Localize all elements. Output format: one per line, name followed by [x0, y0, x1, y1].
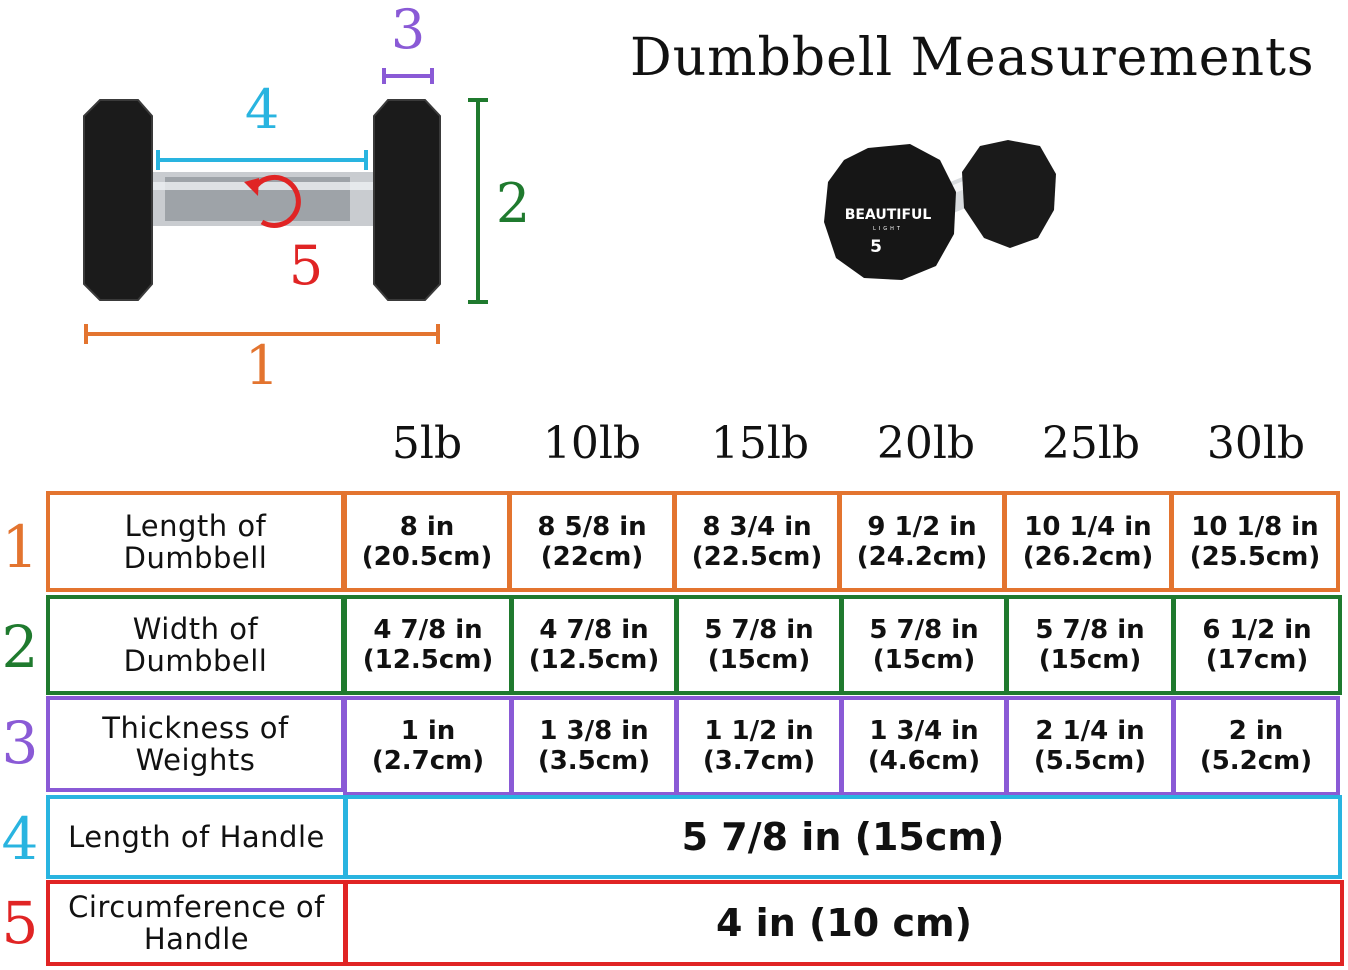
- table-cell: 2 1/4 in (5.5cm): [1005, 696, 1175, 796]
- table-cell: 10 1/8 in (25.5cm): [1170, 491, 1340, 592]
- cell-line: (2.7cm): [371, 746, 485, 776]
- row-number-3: 3: [1, 709, 39, 777]
- weight-header-30lb: 30lb: [1206, 418, 1306, 469]
- row-number-4: 4: [1, 805, 39, 873]
- cell-line: (15cm): [872, 645, 976, 675]
- cell-line: 4 7/8 in: [373, 615, 483, 645]
- dumbbell-diagram: 1 2 3 4 5: [83, 0, 530, 397]
- table-cell: 5 7/8 in (15cm): [675, 595, 843, 695]
- diagram-right-weight: [374, 100, 440, 300]
- diagram-handle-shine: [138, 182, 388, 190]
- table-cell: 1 3/4 in (4.6cm): [840, 696, 1008, 796]
- cell-line: (3.5cm): [537, 746, 651, 776]
- cell-line: (15cm): [707, 645, 811, 675]
- product-brand-text: BEAUTIFUL: [845, 207, 932, 223]
- row-label-line: Handle: [143, 922, 250, 956]
- cell-line: 9 1/2 in: [867, 511, 977, 542]
- table-cell: 5 7/8 in (15cm): [840, 595, 1008, 695]
- product-dumbbell-image: BEAUTIFUL LIGHT 5: [824, 140, 1056, 280]
- product-back-weight: [962, 140, 1056, 248]
- marker-3: 3: [391, 0, 425, 61]
- marker-5: 5: [289, 234, 323, 297]
- cell-line: (26.2cm): [1022, 541, 1154, 572]
- table-cell: 5 7/8 in (15cm): [1005, 595, 1175, 695]
- table-cell: 8 5/8 in (22cm): [508, 491, 676, 592]
- table-cell: 2 in (5.2cm): [1172, 696, 1340, 796]
- cell-line: 8 5/8 in: [537, 511, 647, 542]
- cell-line: (4.6cm): [867, 746, 981, 776]
- cell-line: (24.2cm): [856, 541, 988, 572]
- cell-line: 4 7/8 in: [539, 615, 649, 645]
- product-weight-mark: 5: [870, 237, 882, 257]
- row-label-line: Dumbbell: [123, 540, 268, 575]
- cell-line: 5 7/8 in: [1035, 615, 1145, 645]
- cell-line: (15cm): [1038, 645, 1142, 675]
- table-cell: 1 1/2 in (3.7cm): [675, 696, 843, 796]
- weight-header-20lb: 20lb: [876, 418, 976, 469]
- cell-line: (22cm): [540, 541, 644, 572]
- row-number-5: 5: [1, 889, 39, 957]
- cell-line: 1 1/2 in: [704, 716, 814, 746]
- diagram-left-weight: [84, 100, 152, 300]
- cell-line: 6 1/2 in: [1202, 615, 1312, 645]
- cell-line: 2 in: [1228, 716, 1284, 746]
- cell-line: 5 7/8 in: [869, 615, 979, 645]
- row-number-2: 2: [1, 613, 39, 681]
- row-label-line: Length of: [124, 508, 267, 543]
- weight-header-15lb: 15lb: [710, 418, 810, 469]
- table-cell: 9 1/2 in (24.2cm): [838, 491, 1006, 592]
- handle-length-value: 5 7/8 in (15cm): [344, 795, 1342, 879]
- row-label-length-of-handle: Length of Handle: [46, 795, 347, 879]
- cell-line: (12.5cm): [528, 645, 660, 675]
- marker-1: 1: [245, 334, 279, 397]
- cell-line: 1 in: [400, 716, 456, 746]
- row-label-width-of-dumbbell: Width of Dumbbell: [46, 595, 345, 695]
- cell-line: (22.5cm): [691, 541, 823, 572]
- weight-header-10lb: 10lb: [542, 418, 642, 469]
- page-title: Dumbbell Measurements: [630, 28, 1315, 88]
- table-cell: 10 1/4 in (26.2cm): [1003, 491, 1173, 592]
- weight-header-25lb: 25lb: [1041, 418, 1141, 469]
- table-cell: 4 7/8 in (12.5cm): [343, 595, 513, 695]
- table-cell: 6 1/2 in (17cm): [1172, 595, 1342, 695]
- cell-line: 8 in: [399, 511, 455, 542]
- row-label-circumference-of-handle: Circumference of Handle: [46, 880, 347, 966]
- product-brand-subtext: LIGHT: [873, 226, 903, 232]
- table-cell: 8 3/4 in (22.5cm): [673, 491, 841, 592]
- handle-circumference-value: 4 in (10 cm): [344, 880, 1344, 966]
- row-label-line: Dumbbell: [123, 644, 268, 678]
- row-number-1: 1: [1, 513, 39, 581]
- row-label-line: Weights: [135, 743, 256, 777]
- cell-line: 1 3/4 in: [869, 716, 979, 746]
- cell-line: (5.2cm): [1199, 746, 1313, 776]
- cell-line: 8 3/4 in: [702, 511, 812, 542]
- marker-2: 2: [496, 172, 530, 235]
- circumference-arrowhead: [244, 178, 259, 196]
- row-label-line: Width of: [132, 612, 259, 646]
- weight-header-5lb: 5lb: [391, 418, 463, 469]
- row-label-line: Thickness of: [102, 711, 289, 745]
- cell-line: (25.5cm): [1189, 541, 1321, 572]
- cell-line: 5 7/8 in: [704, 615, 814, 645]
- cell-line: (12.5cm): [362, 645, 494, 675]
- circumference-arrow: [254, 174, 301, 228]
- table-cell: 1 in (2.7cm): [343, 696, 513, 796]
- table-cell: 4 7/8 in (12.5cm): [510, 595, 678, 695]
- row-label-line: Circumference of: [68, 890, 325, 924]
- row-label-line: Length of Handle: [68, 820, 325, 854]
- cell-line: (5.5cm): [1033, 746, 1147, 776]
- row-label-length-of-dumbbell: Length of Dumbbell: [46, 491, 345, 592]
- cell-line: 1 3/8 in: [539, 716, 649, 746]
- marker-4: 4: [245, 78, 279, 141]
- product-front-weight: [824, 144, 956, 280]
- row-label-thickness-of-weights: Thickness of Weights: [46, 696, 345, 792]
- cell-line: (20.5cm): [361, 541, 493, 572]
- cell-line: 2 1/4 in: [1035, 716, 1145, 746]
- cell-line: 10 1/4 in: [1024, 511, 1152, 542]
- cell-line: (3.7cm): [702, 746, 816, 776]
- table-cell: 1 3/8 in (3.5cm): [510, 696, 678, 796]
- cell-line: (17cm): [1205, 645, 1309, 675]
- cell-line: 10 1/8 in: [1191, 511, 1319, 542]
- table-cell: 8 in (20.5cm): [343, 491, 511, 592]
